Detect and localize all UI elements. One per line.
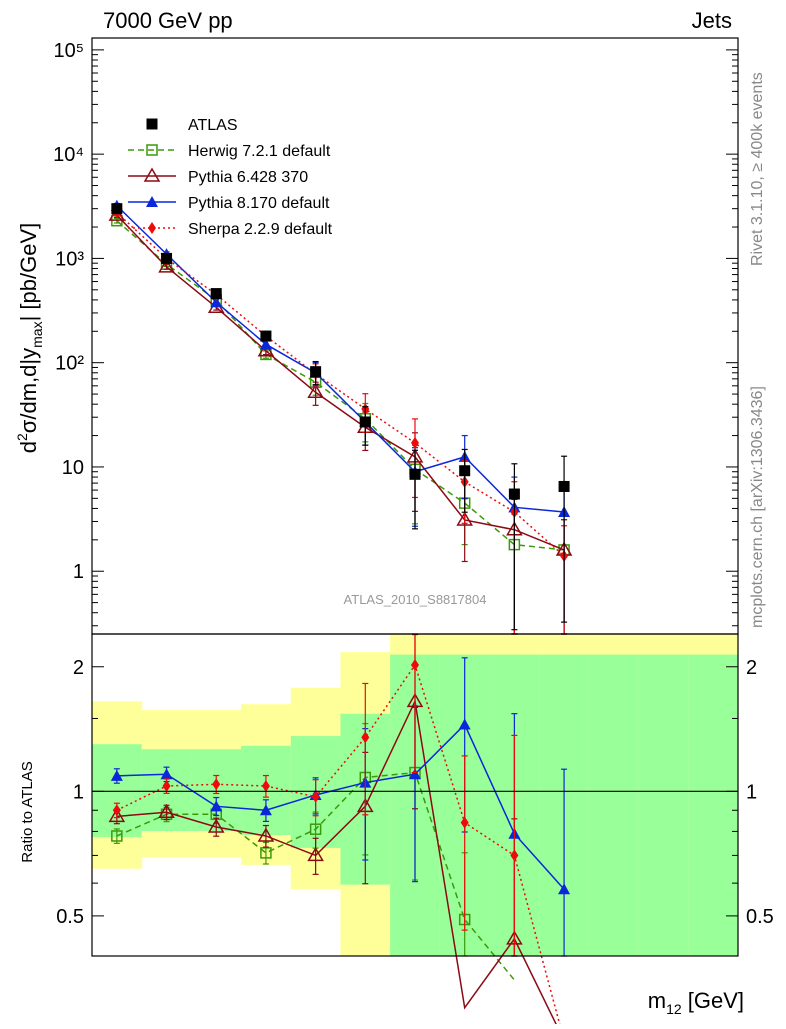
analysis-watermark: ATLAS_2010_S8817804 [344,592,487,607]
legend-marker-pythia6 [143,167,161,182]
main-series-sherpa [112,206,569,635]
main-point-atlas [558,480,570,492]
legend-marker-pythia8 [146,196,158,207]
main-y-tick-label: 10⁴ [53,144,84,166]
ratio-band-inner [638,654,689,956]
ratio-y-tick-label-left: 1 [73,781,84,803]
main-point-pythia6 [158,258,175,273]
ratio-point-pythia6 [257,827,275,842]
main-point-atlas [111,203,123,215]
main-y-tick-label: 1 [73,561,84,583]
ratio-point-sherpa [460,816,469,829]
ratio-point-herwig [260,847,272,859]
ratio-line-pythia8 [116,723,565,890]
legend-label-sherpa: Sherpa 2.2.9 default [188,221,333,238]
ratio-point-pythia6 [108,807,126,823]
ratio-y-tick-label-left: 2 [73,657,84,679]
main-point-pythia6 [257,342,275,357]
legend-marker-atlas [146,118,158,130]
ratio-line-sherpa [116,663,562,1029]
header-left: 7000 GeV pp [103,8,233,33]
ratio-point-pythia8 [458,718,471,730]
legend: ATLAS Herwig 7.2.1 default Pythia 6.428 37… [128,117,333,238]
ratio-point-sherpa [112,804,121,817]
ratio-point-pythia8 [409,768,421,780]
ratio-y-tick-label-right: 0.5 [746,906,774,928]
ratio-band-inner [688,654,739,956]
main-point-pythia6 [307,383,324,399]
ratio-point-herwig [111,830,123,842]
legend-marker-sherpa [148,222,156,234]
legend-label-pythia8: Pythia 8.170 default [188,195,330,212]
legend-label-herwig: Herwig 7.2.1 default [188,143,331,160]
ratio-point-sherpa [510,849,519,862]
ratio-panel-series [108,633,571,1029]
legend-entry-pythia6: Pythia 6.428 370 [128,167,308,186]
main-series-atlas [111,203,570,631]
ratio-line-pythia6 [116,698,560,1029]
ratio-point-pythia8 [558,883,571,895]
ratio-point-sherpa [261,780,270,793]
main-series-pythia6 [108,206,573,635]
mcplots-reference-text: mcplots.cern.ch [arXiv:1306.3436] [749,386,766,628]
ratio-point-sherpa [162,780,171,793]
main-point-atlas [260,330,272,342]
ratio-point-pythia8 [259,804,272,816]
main-point-atlas [359,416,371,428]
main-line-herwig [116,220,565,551]
ratio-plot-frame [91,633,739,957]
main-y-axis-label: d2σ/dm,d|ymax| [pb/GeV] [14,223,45,453]
ratio-point-pythia6 [158,803,175,819]
legend-entry-pythia8: Pythia 8.170 default [128,195,330,212]
main-point-atlas [409,468,421,480]
ratio-point-sherpa [411,658,419,671]
legend-entry-sherpa: Sherpa 2.2.9 default [128,221,333,238]
header-right: Jets [692,8,732,33]
main-point-atlas [310,366,322,378]
main-series-pythia8 [110,199,571,635]
ratio-point-pythia6 [207,818,225,833]
main-point-pythia8 [259,338,272,350]
legend-entry-atlas: ATLAS [146,117,238,134]
legend-marker-herwig [146,144,158,156]
main-point-atlas [508,488,520,500]
ratio-band-inner [588,654,640,956]
ratio-y-tick-label-left: 0.5 [56,906,84,928]
main-line-pythia8 [116,205,565,513]
main-point-atlas [161,252,173,264]
ratio-point-sherpa [361,731,370,744]
main-y-tick-label: 10 [62,457,84,479]
ratio-series-sherpa [112,633,562,1029]
ratio-point-herwig [309,823,322,835]
main-point-pythia6 [456,511,473,526]
ratio-y-tick-label-right: 2 [746,657,757,679]
rivet-version-text: Rivet 3.1.10, ≥ 400k events [749,72,766,266]
main-point-sherpa [411,436,419,449]
x-axis-label: m12 [GeV] [648,988,744,1017]
main-y-tick-label: 10² [55,353,84,375]
ratio-point-pythia8 [210,800,223,812]
ratio-point-sherpa [311,790,320,803]
ratio-point-pythia8 [110,769,123,781]
axes: 1 10 10² 10³ 10⁴ 10⁵ 0.5 0.5 1 1 2 2 [53,37,774,957]
ratio-y-tick-label-right: 1 [746,781,757,803]
main-y-tick-label: 10³ [55,248,84,270]
main-point-atlas [459,465,471,477]
main-panel-series [108,199,573,635]
ratio-point-pythia8 [160,768,173,780]
main-point-atlas [210,288,222,300]
ratio-point-pythia6 [307,846,324,862]
legend-entry-herwig: Herwig 7.2.1 default [128,143,331,160]
main-point-pythia8 [210,296,223,308]
main-line-sherpa [116,212,565,557]
ratio-y-axis-label: Ratio to ATLAS [19,761,36,862]
main-line-pythia6 [116,214,565,551]
main-y-tick-label: 10⁵ [53,40,84,62]
legend-label-atlas: ATLAS [188,117,238,134]
legend-label-pythia6: Pythia 6.428 370 [188,169,308,186]
ratio-point-sherpa [212,778,221,791]
